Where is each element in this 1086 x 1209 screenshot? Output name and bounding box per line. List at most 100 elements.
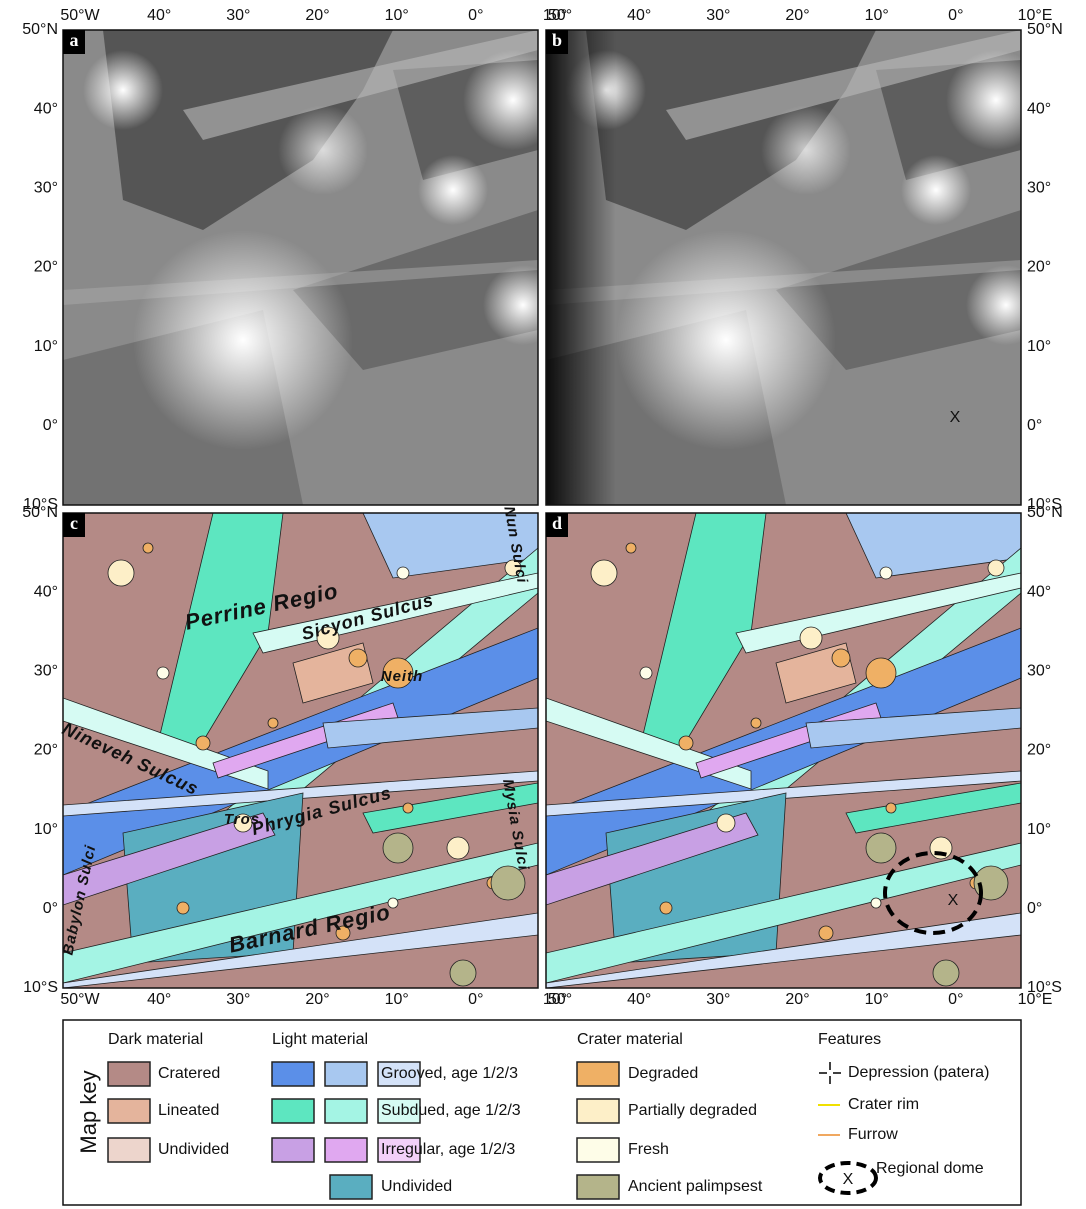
longitude-label: 10° [543, 7, 567, 24]
legend-label: Crater rim [848, 1096, 919, 1113]
legend-label: Irregular, age 1/2/3 [381, 1141, 515, 1158]
panel-frame [545, 29, 1022, 506]
regional-dome [883, 851, 983, 935]
latitude-label: 0° [43, 417, 58, 434]
panel-letter: d [552, 513, 562, 533]
legend-box [62, 1019, 1022, 1206]
legend-swatch [107, 1061, 151, 1087]
longitude-label: 10° [385, 7, 409, 24]
shading [546, 30, 616, 505]
legend-label: Grooved, age 1/2/3 [381, 1065, 518, 1082]
legend-swatch [576, 1098, 620, 1124]
legend-label: Undivided [158, 1141, 229, 1158]
latitude-label: 40° [34, 100, 58, 117]
map-image [546, 513, 1021, 988]
legend-label: Lineated [158, 1102, 219, 1119]
longitude-label: 30° [226, 7, 250, 24]
longitude-label: 20° [305, 991, 329, 1008]
legend-label: Undivided [381, 1178, 452, 1195]
latitude-label: 50°N [1027, 21, 1063, 38]
map-image [546, 30, 1046, 505]
legend-label: Ancient palimpsest [628, 1178, 763, 1195]
dome-marker: X [843, 1171, 854, 1188]
legend-swatch [576, 1061, 620, 1087]
panel-letter: a [70, 30, 79, 50]
latitude-label: 20° [34, 259, 58, 276]
latitude-label: 10°S [23, 979, 58, 996]
legend-label: Fresh [628, 1141, 669, 1158]
latitude-label: 10°S [1027, 979, 1062, 996]
longitude-label: 50°W [60, 7, 100, 24]
longitude-label: 50°W [60, 991, 100, 1008]
legend-swatch [271, 1061, 315, 1087]
legend-label: Subdued, age 1/2/3 [381, 1102, 521, 1119]
latitude-label: 10° [1027, 821, 1051, 838]
longitude-label: 10° [385, 991, 409, 1008]
legend-swatch [324, 1137, 368, 1163]
latitude-label: 20° [1027, 742, 1051, 759]
latitude-label: 30° [1027, 180, 1051, 197]
legend-header: Dark material [108, 1031, 203, 1048]
legend-label: Furrow [848, 1126, 898, 1143]
legend-swatch [107, 1137, 151, 1163]
latitude-label: 40° [34, 583, 58, 600]
panel-letter-bg [546, 30, 568, 54]
legend-swatch [271, 1137, 315, 1163]
legend-header: Features [818, 1031, 881, 1048]
panel-letter-bg [63, 30, 85, 54]
panel-frame [62, 512, 539, 989]
dome-icon [818, 1161, 878, 1195]
longitude-label: 50° [548, 991, 572, 1008]
longitude-label: 30° [706, 7, 730, 24]
longitude-label: 20° [785, 991, 809, 1008]
legend-swatch [271, 1098, 315, 1124]
legend-label: Partially degraded [628, 1102, 757, 1119]
longitude-label: 50° [548, 7, 572, 24]
longitude-label: 10°E [1018, 7, 1053, 24]
longitude-label: 30° [706, 991, 730, 1008]
longitude-label: 10°E [1018, 991, 1053, 1008]
latitude-label: 10° [1027, 338, 1051, 355]
legend-swatch [324, 1098, 368, 1124]
legend-swatch [576, 1174, 620, 1200]
legend-swatch [324, 1061, 368, 1087]
panel-letter: b [552, 30, 562, 50]
latitude-label: 0° [43, 900, 58, 917]
longitude-label: 40° [627, 7, 651, 24]
dome-marker: X [950, 409, 961, 426]
panels: a bc d50°W 40° 30° 20° 10° 0° 10°50° 40° 30° 20° 10°… [22, 7, 1063, 1008]
place-name: Neith [381, 668, 424, 685]
legend-label: Depression (patera) [848, 1064, 989, 1081]
latitude-label: 10°S [23, 496, 58, 513]
longitude-label: 10° [865, 7, 889, 24]
legend-label: Degraded [628, 1065, 698, 1082]
latitude-label: 30° [34, 180, 58, 197]
panel-letter: c [70, 513, 78, 533]
longitude-label: 40° [627, 991, 651, 1008]
longitude-label: 0° [948, 991, 963, 1008]
panel-letter-bg [546, 513, 568, 537]
latitude-label: 40° [1027, 100, 1051, 117]
latitude-label: 10° [34, 821, 58, 838]
legend-swatch [377, 1061, 421, 1087]
legend-swatch [576, 1137, 620, 1163]
legend-label: Regional dome [876, 1160, 984, 1177]
longitude-label: 20° [785, 7, 809, 24]
longitude-label: 40° [147, 7, 171, 24]
longitude-label: 40° [147, 991, 171, 1008]
latitude-label: 50°N [22, 504, 58, 521]
latitude-label: 20° [34, 742, 58, 759]
latitude-label: 50°N [1027, 504, 1063, 521]
legend-swatch [377, 1098, 421, 1124]
legend-swatch [107, 1098, 151, 1124]
latitude-label: 30° [34, 663, 58, 680]
longitude-label: 0° [468, 7, 483, 24]
latitude-label: 0° [1027, 900, 1042, 917]
longitude-label: 30° [226, 991, 250, 1008]
legend-header: Light material [272, 1031, 368, 1048]
legend-header: Crater material [577, 1031, 683, 1048]
latitude-label: 30° [1027, 663, 1051, 680]
panel-frame [545, 512, 1022, 989]
panel-frame [62, 29, 539, 506]
